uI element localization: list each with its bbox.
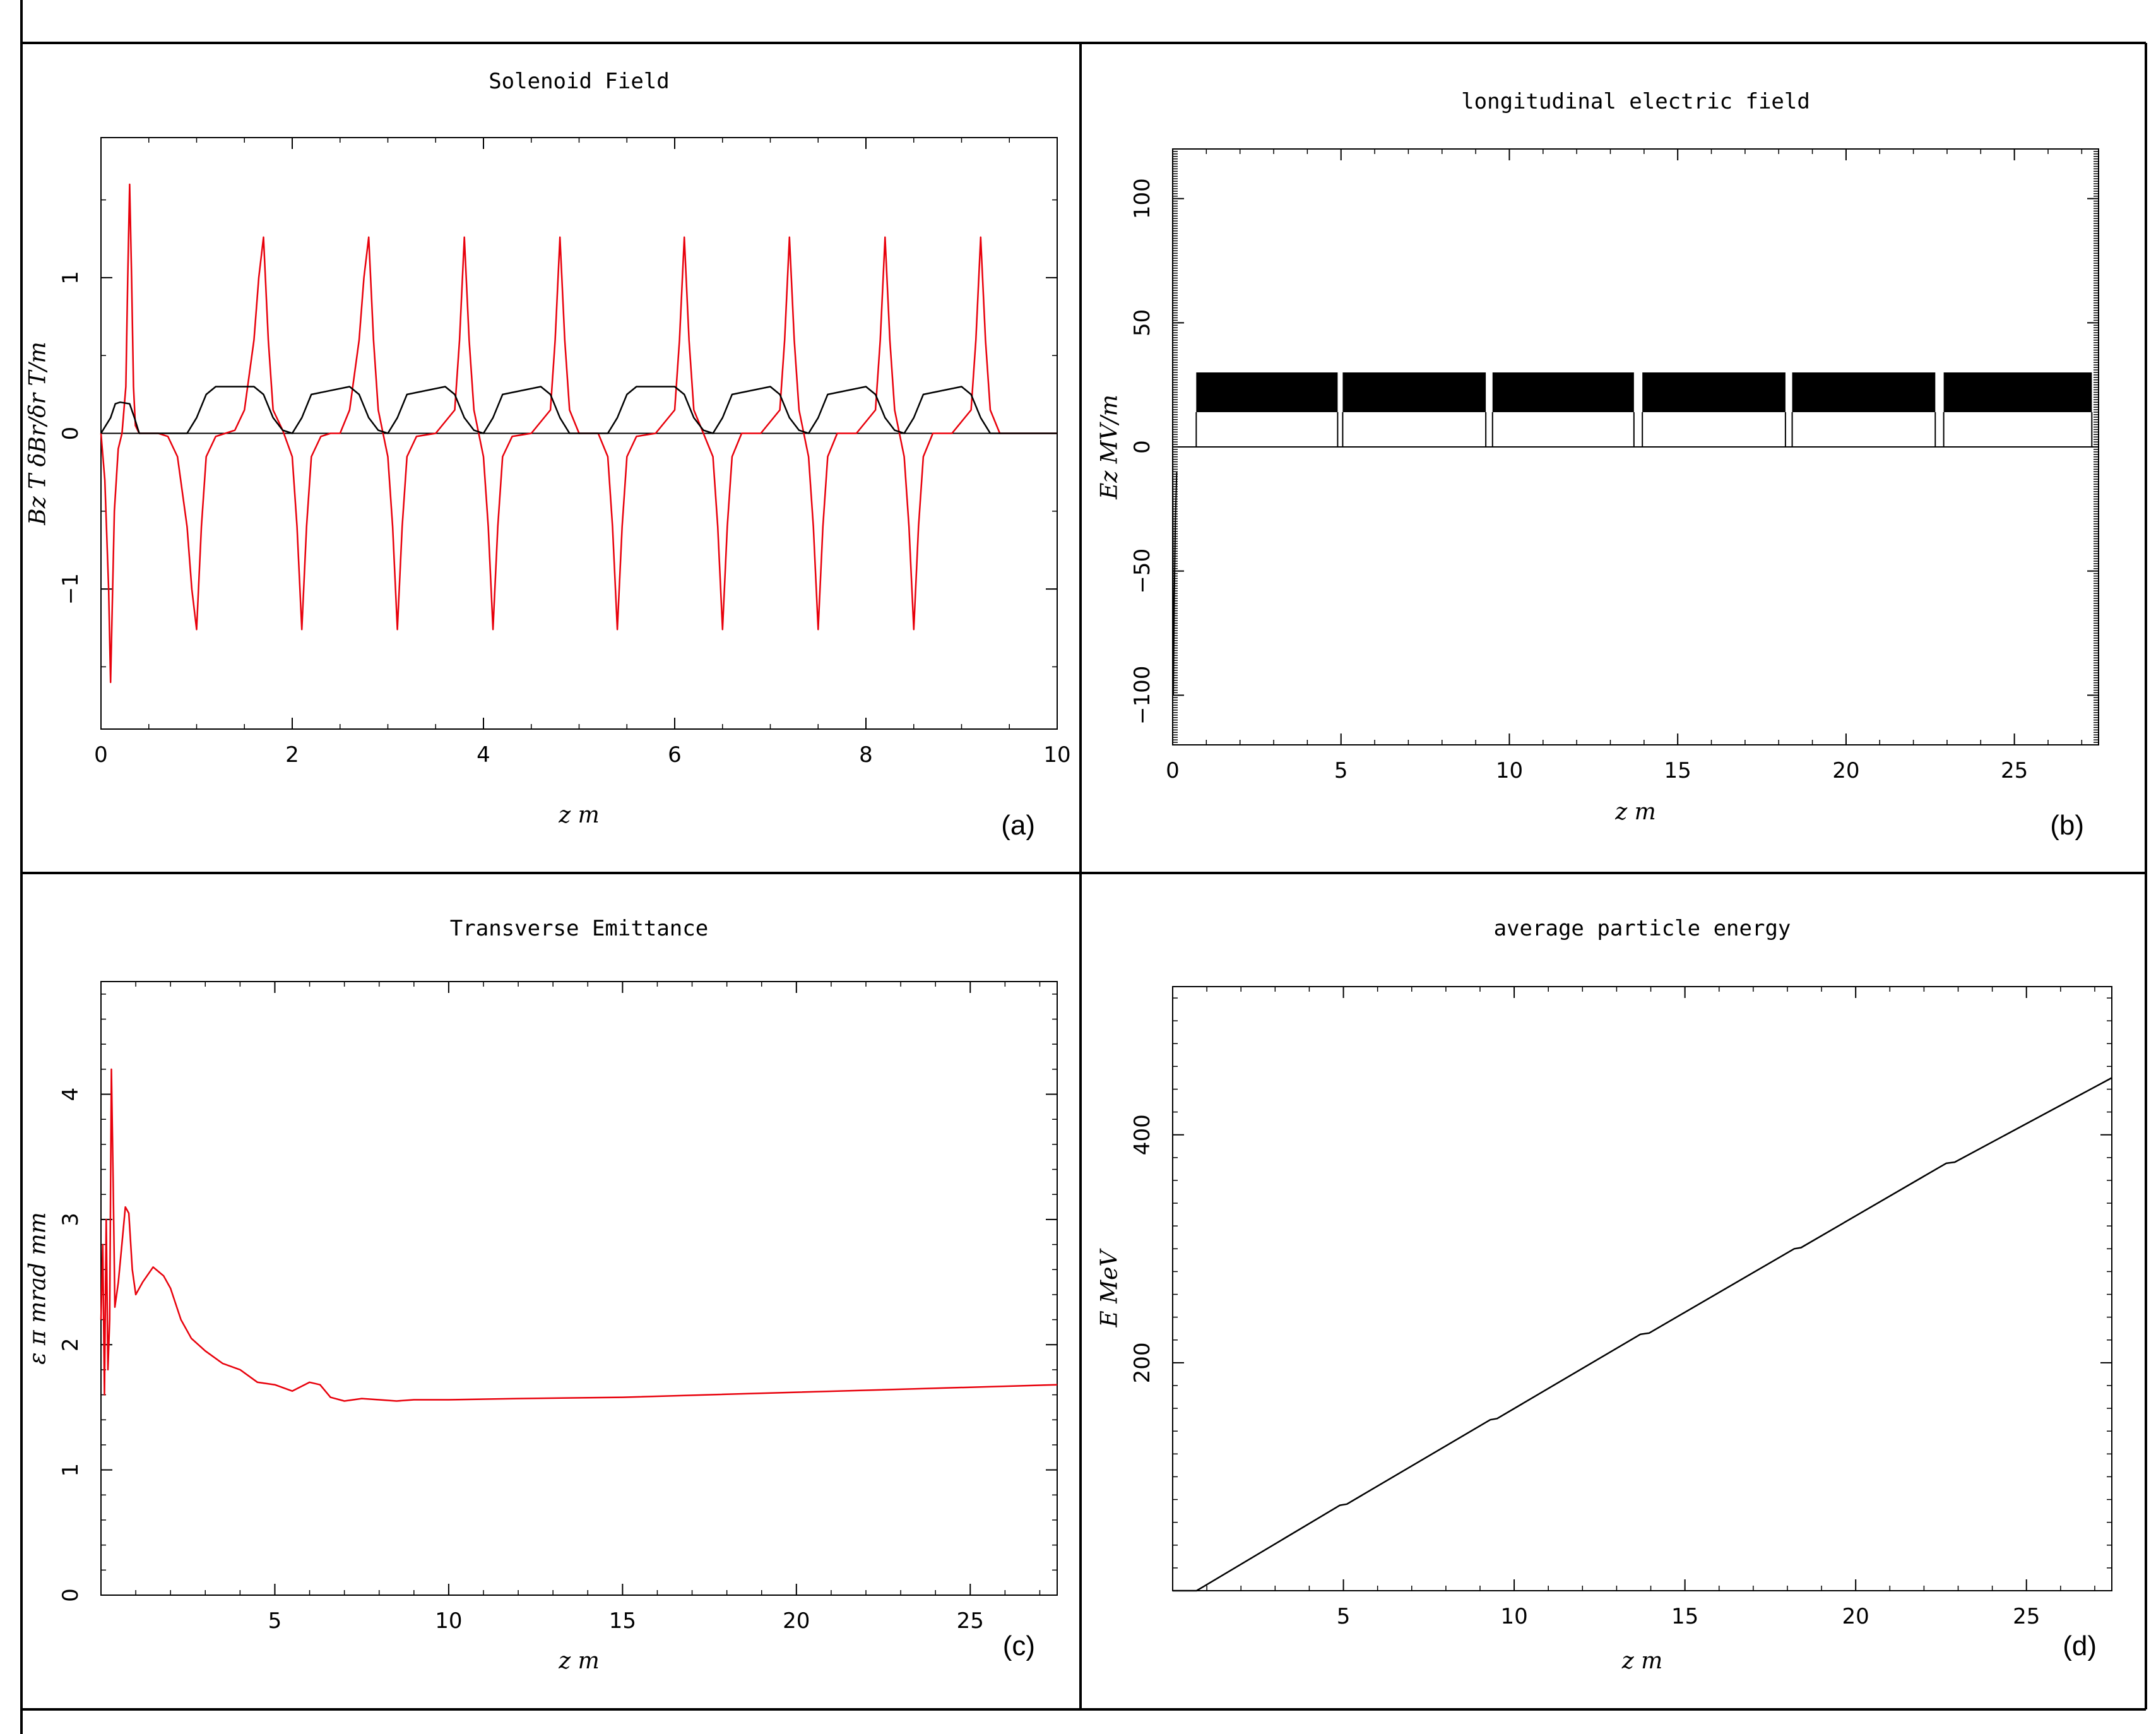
x-tick-label: 15: [1664, 758, 1691, 783]
figure-grid-lines: [20, 0, 2147, 1734]
y-axis-label: ε π mrad mm: [25, 1212, 51, 1364]
x-tick-label: 2: [285, 742, 299, 768]
y-tick-label: −50: [1130, 549, 1155, 594]
x-tick-label: 25: [2013, 1604, 2040, 1629]
rf-field-block: [1642, 372, 1786, 412]
chart-title: Transverse Emittance: [450, 916, 708, 941]
series-line-black: [100, 386, 1057, 434]
y-tick-label: 0: [58, 427, 83, 441]
rf-field-block: [1943, 372, 2092, 412]
panel-tag: (d): [2063, 1630, 2097, 1661]
y-tick-label: 2: [58, 1338, 83, 1351]
x-axis-label: z m: [1614, 799, 1656, 825]
x-tick-label: 20: [783, 1608, 810, 1634]
y-tick-label: 1: [58, 271, 83, 285]
x-tick-label: 20: [1842, 1604, 1869, 1629]
x-tick-label: 15: [609, 1608, 636, 1634]
rf-field-block: [1342, 372, 1486, 412]
plot-frame: [100, 981, 1058, 1596]
x-axis-label: z m: [558, 802, 600, 828]
rf-field-block: [1792, 372, 1936, 412]
y-tick-label: 4: [58, 1088, 83, 1102]
plot-frame: [1172, 986, 2112, 1591]
y-tick-label: 50: [1130, 309, 1155, 336]
y-tick-label: 3: [58, 1213, 83, 1226]
y-tick-label: 100: [1130, 178, 1155, 219]
y-axis-label: Bz T δBr/δr T/m: [25, 341, 51, 525]
x-tick-label: 0: [1166, 758, 1180, 783]
x-tick-label: 25: [957, 1608, 984, 1634]
series-line-black: [1173, 1077, 2112, 1592]
gun-field-spike: [1172, 446, 1178, 696]
y-axis-label: E MeV: [1097, 1248, 1123, 1328]
x-axis-label: z m: [1621, 1648, 1663, 1674]
x-tick-label: 0: [94, 742, 108, 768]
x-tick-label: 5: [1334, 758, 1348, 783]
x-axis-label: z m: [558, 1648, 600, 1674]
y-tick-label: −100: [1130, 666, 1155, 725]
x-tick-label: 20: [1832, 758, 1859, 783]
x-tick-label: 10: [1500, 1604, 1527, 1629]
x-tick-label: 10: [1496, 758, 1523, 783]
x-tick-label: 10: [1043, 742, 1070, 768]
y-tick-label: 400: [1130, 1114, 1155, 1155]
x-tick-label: 15: [1671, 1604, 1698, 1629]
x-tick-label: 10: [435, 1608, 462, 1634]
x-tick-label: 5: [268, 1608, 282, 1634]
x-tick-label: 6: [668, 742, 682, 768]
panel-tag: (c): [1003, 1630, 1035, 1661]
series-line-red: [100, 183, 1057, 684]
rf-field-block: [1492, 372, 1634, 412]
chart-panel-2: longitudinal electric field 0 5 10 15 20 25 −10…: [1097, 89, 2099, 841]
y-tick-label: −1: [58, 573, 83, 605]
chart-title: average particle energy: [1494, 916, 1791, 941]
x-tick-label: 8: [859, 742, 873, 768]
chart-title: Solenoid Field: [489, 69, 670, 94]
y-tick-label: 1: [58, 1463, 83, 1477]
y-axis-label: Ez MV/m: [1097, 395, 1123, 500]
chart-panel-3: Transverse Emittance 5 10 15 20 25 0 1 2 3 4 z m ε π…: [25, 916, 1058, 1674]
x-tick-label: 4: [477, 742, 490, 768]
chart-panel-1: Solenoid Field 0 2 4 6 8 10 −1 0 1 z m Bz T δBr/δr …: [25, 69, 1071, 841]
series-line-red: [100, 1068, 1058, 1402]
y-tick-label: 0: [58, 1588, 83, 1602]
chart-title: longitudinal electric field: [1461, 89, 1810, 114]
chart-panel-4: average particle energy 5 10 15 20 25 200 400 z …: [1097, 916, 2112, 1674]
x-tick-label: 5: [1337, 1604, 1351, 1629]
rf-field-block: [1196, 372, 1338, 412]
y-tick-label: 200: [1130, 1342, 1155, 1383]
panel-tag: (b): [2050, 810, 2084, 841]
y-tick-label: 0: [1130, 440, 1155, 454]
panel-tag: (a): [1001, 810, 1035, 841]
x-tick-label: 25: [2001, 758, 2028, 783]
